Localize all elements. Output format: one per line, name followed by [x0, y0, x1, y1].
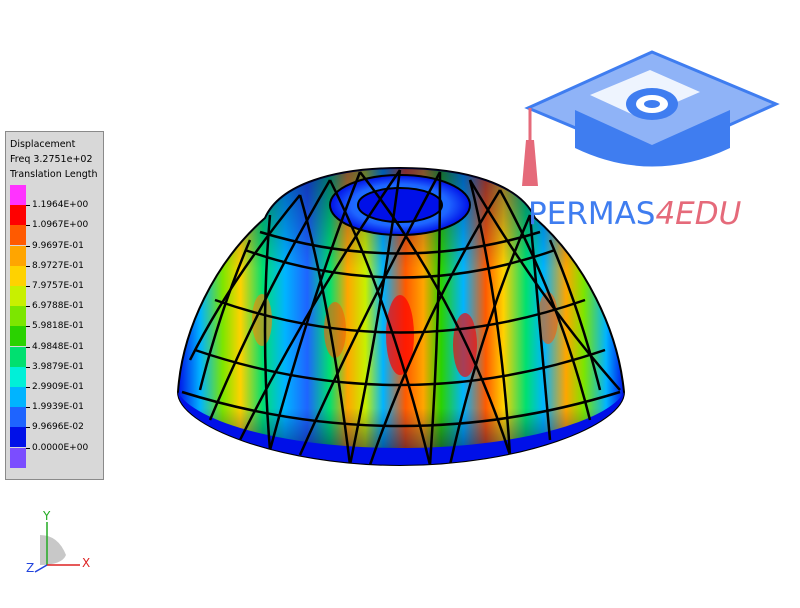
axis-z-label: Z: [26, 561, 35, 575]
legend-swatch: [10, 286, 26, 306]
legend-swatch: [10, 387, 26, 407]
axis-x-label: X: [82, 556, 91, 570]
legend-tick: [26, 427, 30, 429]
legend-value-label: 9.9697E-01: [32, 240, 84, 251]
legend-swatch: [10, 245, 26, 266]
legend-tick: [26, 265, 30, 267]
legend-tick: [26, 447, 30, 449]
legend-tick: [26, 286, 30, 287]
legend-tick: [26, 205, 30, 207]
legend-tick: [26, 407, 30, 409]
axis-triad[interactable]: [34, 522, 80, 573]
axis-y-label: Y: [43, 509, 51, 523]
legend-value-label: 1.1964E+00: [32, 200, 89, 211]
legend-swatch: [10, 447, 26, 468]
legend-value-label: 8.9727E-01: [32, 260, 84, 271]
legend-tick: [26, 346, 30, 348]
legend-swatch: [10, 306, 26, 327]
legend-swatch: [10, 326, 26, 347]
legend-quantity: Translation Length: [10, 169, 98, 180]
legend-swatch: [10, 185, 26, 205]
legend-tick: [26, 225, 30, 227]
legend-swatch: [10, 407, 26, 428]
legend-value-label: 5.9818E-01: [32, 321, 84, 332]
legend-swatch: [10, 346, 26, 367]
color-legend[interactable]: Displacement Freq 3.2751e+02 Translation…: [5, 131, 104, 480]
legend-value-label: 1.9939E-01: [32, 402, 84, 413]
permas4edu-logo-text: PERMAS4EDU: [528, 196, 741, 232]
legend-tick: [26, 366, 30, 368]
legend-frequency: Freq 3.2751e+02: [10, 154, 93, 165]
dome-mesh[interactable]: [170, 160, 630, 470]
legend-tick: [26, 326, 30, 328]
legend-value-label: 0.0000E+00: [32, 442, 89, 453]
legend-value-label: 6.9788E-01: [32, 301, 84, 312]
legend-value-label: 4.9848E-01: [32, 341, 84, 352]
legend-value-label: 2.9909E-01: [32, 382, 84, 392]
legend-swatch: [10, 427, 26, 448]
legend-swatch: [10, 205, 26, 226]
legend-value-label: 3.9879E-01: [32, 361, 84, 372]
legend-value-label: 7.9757E-01: [32, 281, 84, 291]
legend-title: Displacement: [10, 139, 76, 150]
logo-text-4edu: 4EDU: [655, 196, 742, 232]
legend-value-label: 9.9696E-02: [32, 422, 84, 433]
permas4edu-logo-icon: [522, 50, 780, 186]
legend-tick: [26, 387, 30, 388]
legend-value-label: 1.0967E+00: [32, 220, 89, 231]
legend-swatch: [10, 225, 26, 246]
legend-swatch: [10, 366, 26, 387]
logo-text-permas: PERMAS: [528, 196, 656, 232]
legend-swatch: [10, 265, 26, 286]
legend-tick: [26, 245, 30, 247]
legend-tick: [26, 306, 30, 308]
